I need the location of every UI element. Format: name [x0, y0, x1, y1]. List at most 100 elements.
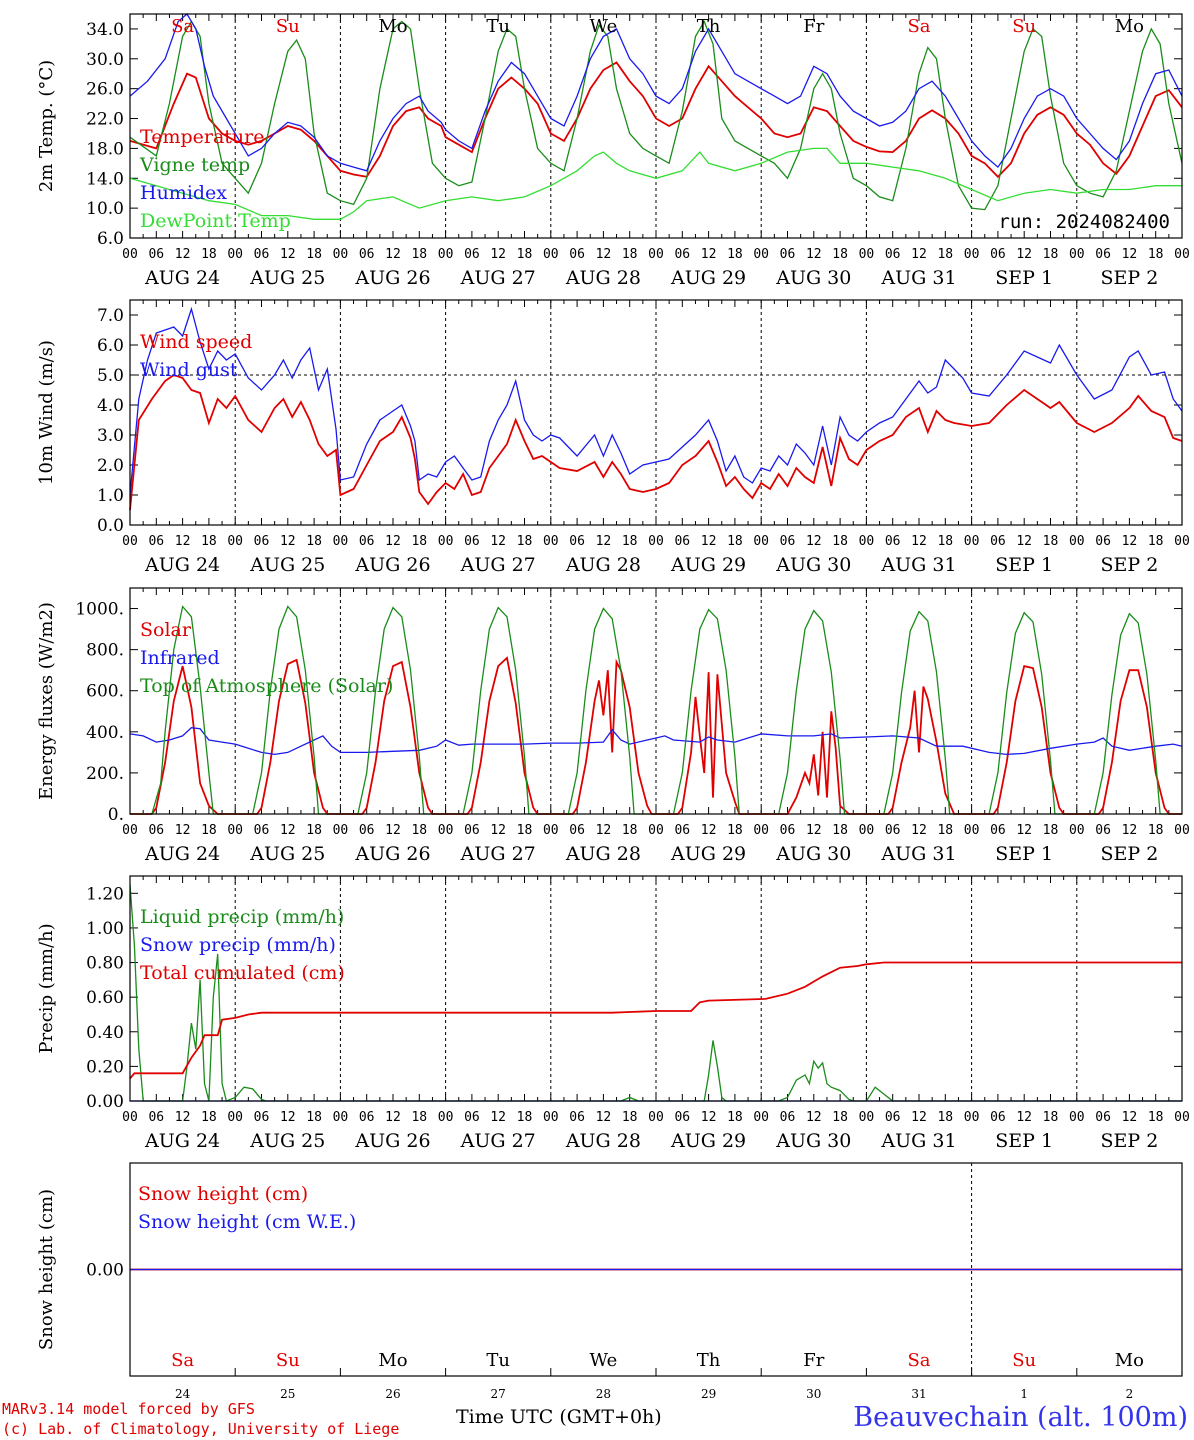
hour-tick-label: 00: [648, 823, 664, 838]
hour-tick-label: 00: [859, 1110, 875, 1125]
day-number-label: 28: [596, 1387, 611, 1400]
y-tick-label: 10.0: [86, 199, 124, 219]
y-tick-label: 400.: [86, 723, 124, 743]
hour-tick-label: 18: [1148, 823, 1164, 838]
hour-tick-label: 06: [674, 1110, 690, 1125]
hour-tick-label: 18: [201, 534, 217, 549]
hour-tick-label: 12: [806, 247, 822, 262]
date-label: AUG 26: [354, 267, 430, 289]
time-axis-label: Time UTC (GMT+0h): [456, 1406, 662, 1428]
hour-tick-label: 06: [569, 534, 585, 549]
legend-entry: Liquid precip (mm/h): [140, 906, 344, 928]
weekday-label: Th: [697, 1350, 721, 1371]
hour-tick-label: 00: [122, 1110, 138, 1125]
y-tick-label: 5.0: [97, 366, 124, 386]
weekday-label: Th: [697, 16, 721, 37]
hour-tick-label: 12: [175, 247, 191, 262]
hour-tick-label: 00: [122, 247, 138, 262]
y-axis-label: Energy fluxes (W/m2): [36, 602, 57, 800]
y-tick-label: 1.0: [97, 486, 124, 506]
y-tick-label: 0.20: [86, 1057, 124, 1077]
date-label: AUG 26: [354, 554, 430, 576]
hour-tick-label: 00: [1069, 1110, 1085, 1125]
hour-tick-label: 06: [254, 1110, 270, 1125]
date-label: AUG 24: [144, 267, 220, 289]
day-number-label: 29: [701, 1387, 716, 1400]
hour-tick-label: 18: [1043, 534, 1059, 549]
plot-frame: [129, 587, 1183, 815]
legend-entry: Vigne temp: [139, 154, 250, 176]
y-tick-label: 0.00: [86, 1261, 124, 1281]
series-line-infrared: [129, 727, 1183, 756]
date-label: AUG 28: [565, 843, 641, 865]
legend-entry: Wind speed: [140, 331, 252, 353]
day-number-label: 27: [491, 1387, 506, 1400]
hour-tick-label: 18: [832, 823, 848, 838]
hour-tick-label: 06: [885, 247, 901, 262]
hour-tick-label: 00: [753, 534, 769, 549]
hour-tick-label: 00: [227, 247, 243, 262]
hour-tick-label: 06: [885, 823, 901, 838]
hour-tick-label: 18: [622, 1110, 638, 1125]
hour-tick-label: 12: [175, 823, 191, 838]
hour-tick-label: 12: [701, 823, 717, 838]
hour-tick-label: 12: [596, 534, 612, 549]
date-label: SEP 1: [995, 554, 1053, 576]
hour-tick-label: 12: [701, 534, 717, 549]
hour-tick-label: 12: [806, 534, 822, 549]
hour-tick-label: 18: [306, 247, 322, 262]
hour-tick-label: 18: [727, 247, 743, 262]
date-label: AUG 31: [880, 554, 956, 576]
plot-frame: [129, 1162, 1183, 1377]
hour-tick-label: 06: [674, 534, 690, 549]
hour-tick-label: 00: [333, 247, 349, 262]
hour-tick-label: 06: [780, 823, 796, 838]
plot-frame: [129, 875, 1183, 1102]
date-label: AUG 30: [775, 1130, 851, 1152]
date-label: AUG 30: [775, 267, 851, 289]
hour-tick-label: 12: [911, 247, 927, 262]
hour-tick-label: 18: [517, 534, 533, 549]
y-tick-label: 6.0: [97, 229, 124, 249]
hour-tick-label: 06: [254, 823, 270, 838]
hour-tick-label: 12: [280, 1110, 296, 1125]
hour-tick-label: 12: [1016, 247, 1032, 262]
hour-tick-label: 12: [1122, 823, 1138, 838]
date-label: AUG 29: [670, 554, 746, 576]
hour-tick-label: 06: [780, 1110, 796, 1125]
hour-tick-label: 18: [1148, 1110, 1164, 1125]
hour-tick-label: 18: [201, 247, 217, 262]
hour-tick-label: 06: [464, 1110, 480, 1125]
date-label: AUG 27: [460, 843, 536, 865]
hour-tick-label: 06: [464, 534, 480, 549]
weekday-label: Tu: [486, 16, 510, 37]
hour-tick-label: 00: [333, 534, 349, 549]
hour-tick-label: 12: [490, 1110, 506, 1125]
y-axis-label: 10m Wind (m/s): [36, 340, 57, 485]
hour-tick-label: 18: [727, 1110, 743, 1125]
y-tick-label: 6.0: [97, 336, 124, 356]
day-number-label: 25: [280, 1387, 295, 1400]
hour-tick-label: 12: [280, 534, 296, 549]
hour-tick-label: 00: [1174, 1110, 1190, 1125]
hour-tick-label: 18: [937, 534, 953, 549]
hour-tick-label: 06: [674, 823, 690, 838]
hour-tick-label: 00: [1174, 247, 1190, 262]
hour-tick-label: 18: [1043, 247, 1059, 262]
hour-tick-label: 00: [753, 823, 769, 838]
day-number-label: 31: [911, 1387, 926, 1400]
series-line-solar: [130, 656, 1182, 815]
series-line-total-cumulated-cm-: [129, 961, 1182, 1080]
hour-tick-label: 00: [543, 534, 559, 549]
y-tick-label: 0.0: [97, 516, 124, 536]
hour-tick-label: 12: [1122, 247, 1138, 262]
legend-entry: Humidex: [140, 182, 227, 204]
hour-tick-label: 18: [517, 1110, 533, 1125]
y-tick-label: 26.0: [86, 80, 124, 100]
hour-tick-label: 18: [622, 247, 638, 262]
hour-tick-label: 06: [359, 823, 375, 838]
y-axis-label: Snow height (cm): [36, 1189, 57, 1350]
date-label: AUG 25: [249, 267, 325, 289]
run-label: run: 2024082400: [998, 211, 1170, 233]
hour-tick-label: 00: [543, 1110, 559, 1125]
